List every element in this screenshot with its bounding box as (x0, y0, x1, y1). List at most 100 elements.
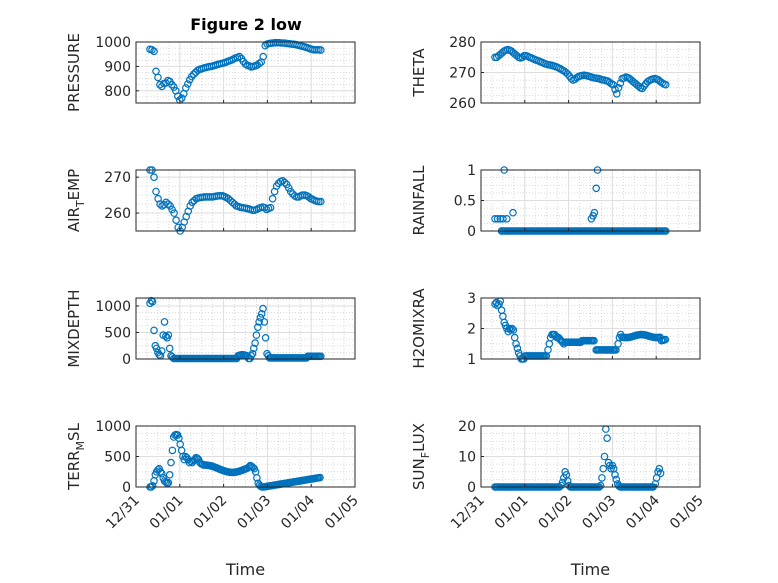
data-point (168, 80, 176, 89)
data-point (658, 79, 667, 87)
data-point (250, 344, 258, 353)
axes-border (135, 41, 356, 104)
data-point (491, 215, 499, 223)
data-point (165, 344, 174, 353)
data-point (592, 184, 601, 193)
data-point (612, 475, 621, 484)
subplot-pressure: 800 900 1000 PRESSURE (65, 33, 356, 112)
data-point (603, 434, 611, 443)
data-point (148, 45, 156, 54)
data-point (316, 473, 324, 482)
subplot-air-temp: 260 270 AIRTEMP (65, 166, 356, 235)
x-tick-label: 01/01 (147, 493, 187, 533)
data-point (257, 310, 266, 318)
data-point (235, 52, 244, 61)
data-point (255, 318, 263, 326)
y-tick-label: 1000 (95, 35, 131, 51)
y-tick-label: 500 (104, 450, 131, 466)
data-point (512, 339, 520, 348)
data-point (170, 83, 178, 91)
data-point (567, 74, 576, 83)
data-point (616, 79, 625, 88)
data-point (167, 458, 175, 467)
data-point (599, 464, 608, 473)
data-point (661, 335, 670, 344)
data-point (260, 318, 269, 326)
x-tick-label: 12/31 (103, 493, 143, 533)
data-point (255, 59, 264, 68)
data-point (590, 336, 598, 345)
data-point (558, 478, 567, 487)
data-point (638, 84, 647, 93)
data-point (259, 52, 268, 61)
data-point (256, 313, 265, 322)
data-point (160, 318, 169, 326)
y-tick-label: 0 (122, 352, 131, 368)
data-point (268, 194, 277, 203)
y-tick-label: 1 (467, 163, 476, 179)
x-tick-label: 01/03 (579, 493, 619, 533)
y-tick-label: 0 (467, 224, 476, 240)
data-point (148, 481, 157, 490)
data-point (304, 193, 313, 201)
data-point (280, 178, 289, 187)
data-point (509, 208, 517, 217)
data-point (266, 203, 275, 212)
y-tick-label: 1000 (95, 299, 131, 315)
data-point (189, 70, 198, 79)
y-tick-label: 500 (104, 325, 131, 341)
data-point (230, 200, 239, 208)
data-point (178, 94, 186, 102)
data-point (152, 187, 160, 196)
y-axis-label: MIXDEPTH (65, 289, 83, 367)
y-tick-label: 1000 (95, 419, 131, 435)
x-axis-label: Time (570, 560, 610, 579)
y-tick-label: 800 (104, 84, 131, 100)
data-point (563, 477, 572, 485)
data-point (164, 200, 172, 208)
x-tick-label: 01/04 (623, 492, 663, 532)
y-tick-label: 280 (449, 35, 476, 51)
data-point (614, 84, 623, 92)
data-point (598, 474, 606, 482)
data-point (182, 84, 190, 92)
data-point (656, 469, 665, 478)
data-point (509, 326, 518, 334)
data-point (499, 215, 507, 223)
data-point (316, 46, 325, 54)
subplot-sun-flux: 0 10 20 SUNFLUX 12/31 01/01 01/02 01/03 01/04 01/… (410, 419, 707, 579)
data-point (609, 80, 617, 89)
data-point (253, 323, 262, 332)
y-axis-label: PRESSURE (65, 33, 83, 112)
axes-border (135, 297, 356, 360)
data-point (172, 216, 180, 225)
subplot-mixdepth: 0 500 1000 MIXDEPTH (65, 289, 356, 368)
data-point (600, 452, 609, 461)
data-point (164, 331, 173, 339)
data-point (156, 467, 165, 476)
data-point (168, 446, 177, 455)
subplot-theta: 260 270 280 THETA (410, 35, 701, 112)
x-tick-label: 01/02 (536, 493, 576, 533)
x-tick-label: 12/31 (448, 493, 488, 533)
y-tick-label: 10 (458, 450, 476, 466)
y-tick-label: 900 (104, 59, 131, 75)
data-point (150, 326, 158, 335)
y-axis-label: TERRMSL (65, 422, 87, 491)
data-point (518, 53, 527, 62)
y-axis-label: THETA (410, 48, 428, 98)
x-tick-label: 01/01 (492, 493, 532, 533)
data-point (661, 80, 670, 89)
data-point (502, 215, 511, 223)
y-tick-label: 0 (467, 480, 476, 496)
subplot-h2omixra: 1 2 3 H2OMIXRA (410, 288, 701, 369)
y-tick-label: 2 (467, 322, 476, 338)
y-axis-label: AIRTEMP (65, 169, 87, 232)
data-point (493, 215, 502, 223)
data-point (184, 80, 192, 88)
data-point (506, 326, 515, 334)
data-point (253, 474, 261, 482)
y-axis-label: RAINFALL (410, 165, 428, 236)
y-tick-label: 1 (467, 352, 476, 368)
